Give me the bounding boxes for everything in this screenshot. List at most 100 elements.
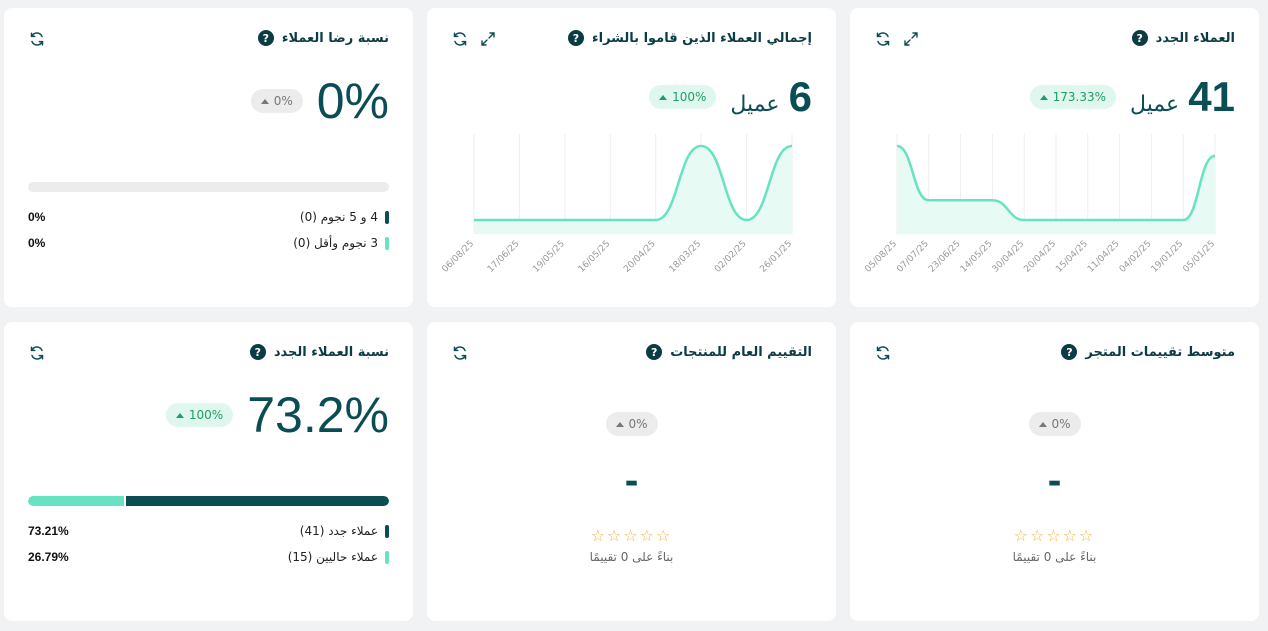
help-icon[interactable]: ? bbox=[567, 30, 584, 46]
satisfaction-title: نسبة رضا العملاء bbox=[281, 30, 389, 46]
card-actions bbox=[874, 30, 920, 48]
change-value: 100% bbox=[672, 90, 707, 104]
x-tick-label: 19/01/25 bbox=[1150, 239, 1186, 275]
new-customers-ratio-card: نسبة العملاء الجدد ? 73.2% 100% 73.21% ع… bbox=[4, 322, 413, 621]
kpi-unit: عميل bbox=[730, 92, 780, 117]
refresh-icon[interactable] bbox=[451, 344, 469, 362]
up-arrow-icon bbox=[1039, 94, 1048, 100]
ratio-bar-new bbox=[126, 496, 389, 506]
series-line bbox=[896, 144, 1216, 222]
legend-label: عملاء جدد (41) bbox=[300, 524, 389, 538]
refresh-icon[interactable] bbox=[28, 30, 46, 48]
expand-icon[interactable] bbox=[902, 30, 920, 48]
legend-label: 3 نجوم وأقل (0) bbox=[293, 236, 389, 250]
series-line bbox=[473, 144, 793, 222]
help-icon[interactable]: ? bbox=[1061, 344, 1078, 360]
rating-count: بناءً على 0 تقييمًا bbox=[1012, 550, 1097, 564]
legend-swatch bbox=[385, 210, 389, 224]
legend-text: 3 نجوم وأقل (0) bbox=[293, 236, 378, 250]
x-tick-label: 11/04/25 bbox=[1086, 239, 1122, 275]
legend-text: عملاء حاليين (15) bbox=[287, 550, 378, 564]
kpi-value: 6 bbox=[788, 73, 812, 120]
card-title: التقييم العام للمنتجات ? bbox=[646, 344, 812, 360]
refresh-icon[interactable] bbox=[28, 344, 46, 362]
rating-count: بناءً على 0 تقييمًا bbox=[589, 550, 674, 564]
rating-value: - bbox=[624, 462, 639, 502]
legend-text: 4 و 5 نجوم (0) bbox=[299, 210, 378, 224]
legend-pct: 26.79% bbox=[28, 550, 69, 564]
change-badge: 100% bbox=[649, 85, 717, 109]
card-actions bbox=[451, 30, 497, 48]
kpi-row: 41 عميل 173.33% bbox=[1029, 76, 1235, 118]
purchasing-customers-title: إجمالي العملاء الذين قاموا بالشراء bbox=[591, 30, 812, 46]
change-value: 0% bbox=[273, 94, 293, 108]
new-customers-ratio-title: نسبة العملاء الجدد bbox=[273, 344, 389, 360]
refresh-icon[interactable] bbox=[874, 30, 892, 48]
expand-icon[interactable] bbox=[479, 30, 497, 48]
x-tick-label: 07/07/25 bbox=[895, 239, 931, 275]
kpi-value: 41 bbox=[1188, 73, 1235, 120]
x-tick-label: 14/05/25 bbox=[959, 239, 995, 275]
card-title: نسبة رضا العملاء ? bbox=[257, 30, 389, 46]
new-customers-card: العملاء الجدد ? 41 عميل 173.33% 05/08/25… bbox=[850, 8, 1259, 307]
change-badge: 0% bbox=[605, 412, 658, 436]
legend-swatch bbox=[385, 550, 389, 564]
change-value: 173.33% bbox=[1052, 90, 1107, 104]
card-actions bbox=[28, 344, 46, 362]
kpi-row: 73.2% 100% bbox=[165, 387, 389, 443]
change-badge: 173.33% bbox=[1029, 85, 1117, 109]
kpi-row: 0% 0% bbox=[250, 73, 389, 129]
legend-label: عملاء حاليين (15) bbox=[288, 550, 389, 564]
products-rating-title: التقييم العام للمنتجات bbox=[670, 344, 812, 360]
change-value: 0% bbox=[628, 417, 648, 431]
kpi-value: 0% bbox=[316, 73, 389, 129]
help-icon[interactable]: ? bbox=[1131, 30, 1148, 46]
change-value: 0% bbox=[1051, 417, 1071, 431]
x-tick-label: 18/03/25 bbox=[668, 239, 704, 275]
satisfaction-card: نسبة رضا العملاء ? 0% 0% 0% 4 و 5 نجوم (… bbox=[4, 8, 413, 307]
card-actions bbox=[451, 344, 469, 362]
legend-label: 4 و 5 نجوم (0) bbox=[300, 210, 389, 224]
help-icon[interactable]: ? bbox=[249, 344, 266, 360]
rating-value: - bbox=[1047, 462, 1062, 502]
star-rating-icon: ☆☆☆☆☆ bbox=[1013, 526, 1096, 545]
change-value: 100% bbox=[188, 408, 224, 422]
legend-text: عملاء جدد (41) bbox=[299, 524, 378, 538]
x-tick-label: 04/02/25 bbox=[1118, 239, 1154, 275]
help-icon[interactable]: ? bbox=[646, 344, 663, 360]
ratio-bar bbox=[28, 496, 389, 506]
legend-pct: 0% bbox=[28, 210, 46, 224]
up-arrow-icon bbox=[175, 412, 184, 418]
x-tick-label: 23/06/25 bbox=[927, 239, 963, 275]
legend-row: 73.21% عملاء جدد (41) bbox=[28, 522, 389, 540]
x-tick-label: 19/05/25 bbox=[531, 239, 567, 275]
kpi-value-group: 41 عميل bbox=[1130, 76, 1235, 118]
new-customers-title: العملاء الجدد bbox=[1155, 30, 1235, 46]
x-tick-label: 02/02/25 bbox=[713, 239, 749, 275]
series-area bbox=[897, 146, 1215, 234]
x-tick-label: 16/05/25 bbox=[577, 239, 613, 275]
x-tick-label: 20/04/25 bbox=[1022, 239, 1058, 275]
satisfaction-bar bbox=[28, 182, 389, 192]
kpi-value: 73.2% bbox=[247, 387, 389, 443]
card-title: العملاء الجدد ? bbox=[1131, 30, 1235, 46]
star-rating-icon: ☆☆☆☆☆ bbox=[590, 526, 673, 545]
x-tick-label: 05/08/25 bbox=[863, 239, 899, 275]
card-actions bbox=[874, 344, 892, 362]
x-tick-label: 15/04/25 bbox=[1054, 239, 1090, 275]
store-rating-title: متوسط تقييمات المتجر bbox=[1085, 344, 1235, 360]
change-badge: 0% bbox=[1028, 412, 1081, 436]
series-area bbox=[474, 146, 792, 234]
x-tick-label: 17/06/25 bbox=[486, 239, 522, 275]
up-arrow-icon bbox=[659, 94, 668, 100]
kpi-row: 6 عميل 100% bbox=[649, 76, 812, 118]
refresh-icon[interactable] bbox=[874, 344, 892, 362]
refresh-icon[interactable] bbox=[451, 30, 469, 48]
card-actions bbox=[28, 30, 46, 48]
legend-pct: 0% bbox=[28, 236, 46, 250]
ratio-bar-existing bbox=[28, 496, 125, 506]
help-icon[interactable]: ? bbox=[257, 30, 274, 46]
card-title: إجمالي العملاء الذين قاموا بالشراء ? bbox=[567, 30, 812, 46]
up-arrow-icon bbox=[260, 98, 269, 104]
x-tick-label: 26/01/25 bbox=[758, 239, 794, 275]
